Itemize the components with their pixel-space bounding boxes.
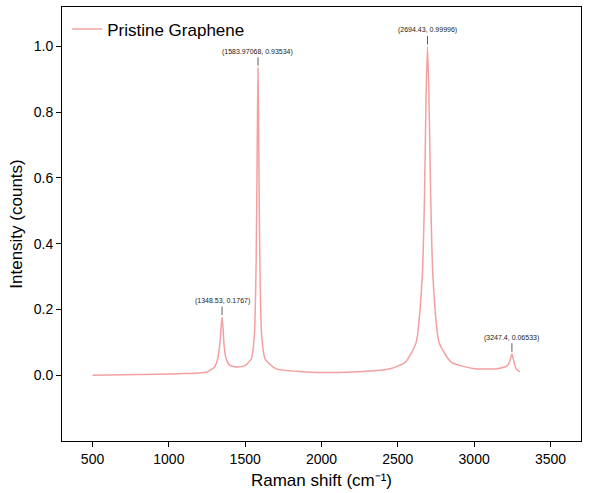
svg-text:2000: 2000	[306, 451, 337, 467]
svg-text:3500: 3500	[535, 451, 566, 467]
svg-text:Raman shift (cm⁻¹): Raman shift (cm⁻¹)	[251, 471, 392, 490]
svg-text:500: 500	[81, 451, 105, 467]
svg-text:1.0: 1.0	[34, 38, 54, 54]
svg-text:0.4: 0.4	[34, 236, 54, 252]
svg-text:0.6: 0.6	[34, 170, 54, 186]
svg-text:(1348.53, 0.1767): (1348.53, 0.1767)	[195, 297, 250, 305]
svg-text:0.8: 0.8	[34, 104, 54, 120]
svg-text:(3247.4, 0.06533): (3247.4, 0.06533)	[484, 334, 539, 342]
svg-text:3000: 3000	[459, 451, 490, 467]
svg-text:(1583.97068, 0.93534): (1583.97068, 0.93534)	[222, 48, 293, 56]
svg-text:0.0: 0.0	[34, 367, 54, 383]
svg-text:1500: 1500	[230, 451, 261, 467]
svg-text:Intensity (counts): Intensity (counts)	[7, 159, 26, 288]
svg-text:(2694.43, 0.99996): (2694.43, 0.99996)	[398, 26, 457, 34]
svg-text:Pristine Graphene: Pristine Graphene	[107, 21, 244, 40]
svg-text:1000: 1000	[153, 451, 184, 467]
svg-text:2500: 2500	[382, 451, 413, 467]
svg-text:0.2: 0.2	[34, 301, 54, 317]
